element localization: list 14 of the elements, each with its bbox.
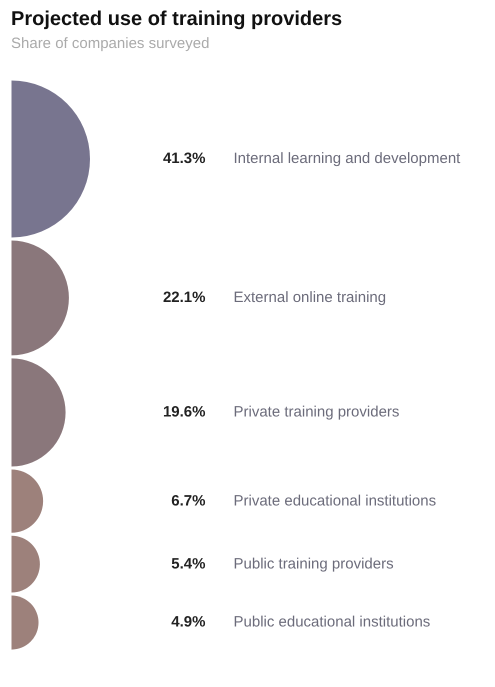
data-label: 4.9% [170,613,205,630]
category-label: Private educational institutions [233,492,436,509]
category-label: Internal learning and development [233,150,461,167]
data-label: 5.4% [170,554,205,572]
text: Projected use of training providers [11,8,344,31]
data-label: 41.3% [162,150,205,167]
data-label: 22.1% [162,288,205,306]
text: Share of companies surveyed [11,35,210,52]
category-label: Private training providers [233,403,399,420]
category-label: Public educational institutions [233,613,430,630]
category-label: Public training providers [233,554,394,572]
data-label: 19.6% [162,403,205,420]
data-label: 6.7% [170,492,205,509]
category-label: External online training [233,288,386,306]
